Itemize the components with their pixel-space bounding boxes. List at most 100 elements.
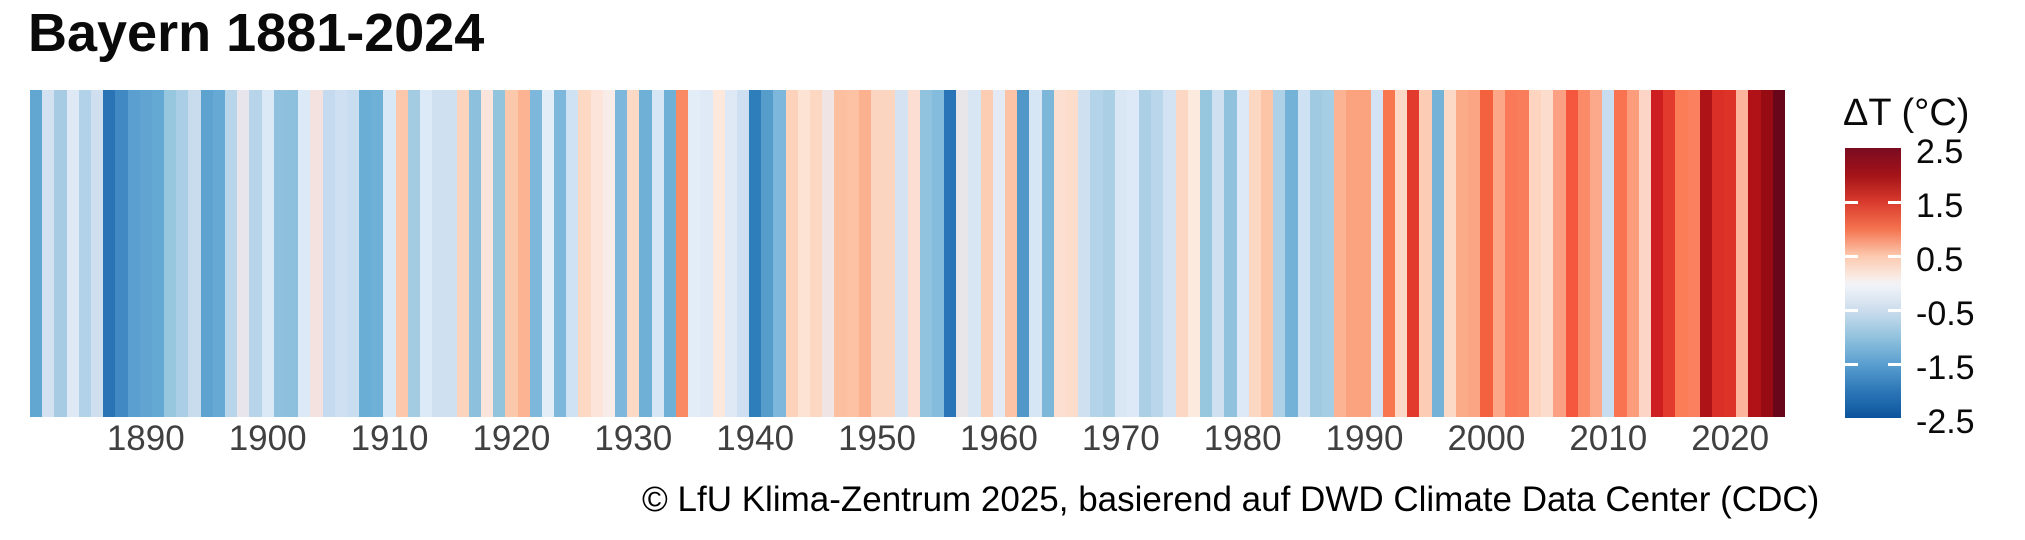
year-stripe-1946 <box>822 90 835 417</box>
x-tick-label-1990: 1990 <box>1325 419 1404 458</box>
x-tick-label-1930: 1930 <box>594 419 673 458</box>
year-stripe-1893 <box>176 90 189 417</box>
legend-tick-mark <box>1845 308 1858 312</box>
year-stripe-1934 <box>675 90 689 417</box>
x-tick-label-1910: 1910 <box>350 419 429 458</box>
year-stripe-1973 <box>1151 90 1164 417</box>
year-stripe-1931 <box>639 90 652 417</box>
year-stripe-1965 <box>1053 90 1066 417</box>
year-stripe-2017 <box>1687 90 1700 417</box>
year-stripe-1944 <box>797 90 810 417</box>
year-stripe-1998 <box>1455 90 1469 417</box>
legend-tick-mark <box>1888 254 1901 258</box>
year-stripe-1896 <box>212 90 225 417</box>
year-stripe-2015 <box>1663 90 1676 417</box>
year-stripe-2002 <box>1504 90 1517 417</box>
year-stripe-1914 <box>432 90 445 417</box>
year-stripe-1990 <box>1358 90 1371 417</box>
x-tick-label-1980: 1980 <box>1203 419 1282 458</box>
x-tick-label-1890: 1890 <box>106 419 185 458</box>
year-stripe-1960 <box>992 90 1005 417</box>
year-stripe-1979 <box>1224 90 1237 417</box>
year-stripe-1906 <box>334 90 347 417</box>
year-stripe-1943 <box>785 90 798 417</box>
year-stripe-1897 <box>225 90 238 417</box>
year-stripe-1962 <box>1017 90 1030 417</box>
legend-tick-mark <box>1888 308 1901 312</box>
caption: © LfU Klima-Zentrum 2025, basierend auf … <box>642 480 1820 519</box>
stripes-plot <box>30 90 1785 417</box>
year-stripe-2016 <box>1675 90 1688 417</box>
year-stripe-1938 <box>724 90 737 417</box>
year-stripe-1961 <box>1005 90 1018 417</box>
year-stripe-2000 <box>1480 90 1493 417</box>
year-stripe-1923 <box>541 90 555 417</box>
year-stripe-1916 <box>456 90 469 417</box>
year-stripe-2006 <box>1553 90 1566 417</box>
legend-tick-label--0.5: -0.5 <box>1916 295 1975 333</box>
year-stripe-1921 <box>517 90 530 417</box>
legend-tick-label-2.5: 2.5 <box>1916 133 1964 171</box>
year-stripe-1991 <box>1370 90 1383 417</box>
x-tick-label-2010: 2010 <box>1569 419 1648 458</box>
x-axis: 1890 1900 1910 1920 1930 1940 1950 1960 1970 1980… <box>30 421 1785 463</box>
year-stripe-1971 <box>1126 90 1140 417</box>
year-stripe-1919 <box>493 90 506 417</box>
year-stripe-1902 <box>285 90 299 417</box>
x-tick-label-1940: 1940 <box>716 419 795 458</box>
year-stripe-2011 <box>1614 90 1627 417</box>
page-title: Bayern 1881-2024 <box>28 3 485 63</box>
legend-tick-label--2.5: -2.5 <box>1916 403 1975 441</box>
legend-tick-label--1.5: -1.5 <box>1916 349 1975 387</box>
legend-tick-mark <box>1888 200 1901 204</box>
year-stripe-1903 <box>298 90 311 417</box>
year-stripe-1911 <box>395 90 408 417</box>
year-stripe-1913 <box>420 90 433 417</box>
legend-tick-mark <box>1845 254 1858 258</box>
x-tick-label-1960: 1960 <box>959 419 1038 458</box>
year-stripe-2013 <box>1638 90 1651 417</box>
year-stripe-1966 <box>1065 90 1079 417</box>
year-stripe-1918 <box>480 90 494 417</box>
year-stripe-1941 <box>761 90 774 417</box>
year-stripe-1950 <box>870 90 884 417</box>
year-stripe-1964 <box>1041 90 1054 417</box>
year-stripe-1884 <box>66 90 79 417</box>
year-stripe-1908 <box>359 90 372 417</box>
year-stripe-1922 <box>529 90 542 417</box>
year-stripe-1945 <box>810 90 823 417</box>
year-stripe-1912 <box>407 90 420 417</box>
year-stripe-1969 <box>1102 90 1115 417</box>
year-stripe-1940 <box>749 90 762 417</box>
year-stripe-1952 <box>895 90 908 417</box>
year-stripe-2012 <box>1626 90 1639 417</box>
year-stripe-1900 <box>261 90 274 417</box>
year-stripe-1997 <box>1443 90 1456 417</box>
year-stripe-1975 <box>1175 90 1188 417</box>
year-stripe-1899 <box>249 90 262 417</box>
year-stripe-1999 <box>1468 90 1481 417</box>
year-stripe-1920 <box>505 90 518 417</box>
year-stripe-1888 <box>115 90 128 417</box>
year-stripe-2008 <box>1577 90 1590 417</box>
year-stripe-2023 <box>1760 90 1773 417</box>
year-stripe-1929 <box>615 90 628 417</box>
year-stripe-2009 <box>1590 90 1603 417</box>
year-stripe-1883 <box>54 90 67 417</box>
year-stripe-1976 <box>1187 90 1200 417</box>
year-stripe-1989 <box>1346 90 1359 417</box>
year-stripe-1978 <box>1212 90 1225 417</box>
year-stripe-1933 <box>663 90 676 417</box>
year-stripe-2010 <box>1602 90 1615 417</box>
year-stripe-2021 <box>1736 90 1749 417</box>
year-stripe-1951 <box>883 90 896 417</box>
year-stripe-1909 <box>371 90 384 417</box>
year-stripe-1947 <box>834 90 847 417</box>
year-stripe-2003 <box>1516 90 1530 417</box>
year-stripe-1993 <box>1395 90 1408 417</box>
year-stripe-1891 <box>151 90 165 417</box>
x-tick-label-1920: 1920 <box>472 419 551 458</box>
x-tick-label-2000: 2000 <box>1447 419 1526 458</box>
year-stripe-1983 <box>1273 90 1286 417</box>
